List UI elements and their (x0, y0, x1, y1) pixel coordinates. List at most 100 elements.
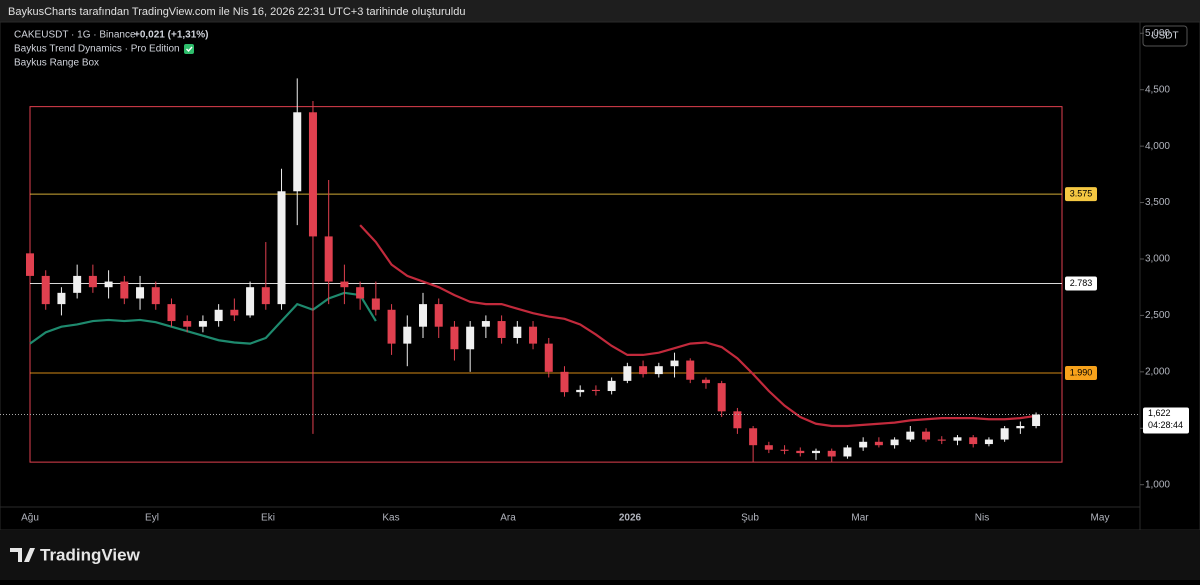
level-label: 3.575 (1070, 188, 1093, 198)
candle-body (623, 366, 632, 381)
x-tick-label: Eki (261, 513, 275, 524)
candle-body (183, 321, 192, 327)
candle-body (827, 450, 836, 457)
candle-body (953, 437, 962, 441)
candle-body (670, 360, 679, 367)
candle-body (890, 439, 899, 446)
candle-body (497, 321, 506, 338)
x-tick-label: Ara (500, 513, 516, 524)
change: +0,021 (+1,31%) (134, 30, 209, 41)
candle-body (434, 304, 443, 327)
candle-body (654, 366, 663, 375)
candle-body (1016, 426, 1025, 429)
currency-button[interactable] (1142, 25, 1188, 47)
caption-bar (0, 0, 1200, 22)
candle-body (57, 292, 66, 305)
x-tick-label: Ağu (21, 513, 39, 524)
candle-body (922, 431, 931, 440)
candle-body (387, 309, 396, 344)
symbol: CAKEUSDT · 1G · Binance (14, 30, 136, 41)
candle-body (104, 281, 113, 288)
candle-body (136, 287, 145, 299)
candle-body (513, 326, 522, 338)
candle-body (874, 441, 883, 446)
level-tag (1065, 187, 1097, 202)
level-label: 1.990 (1070, 367, 1093, 377)
x-tick-label: Kas (382, 513, 399, 524)
footer (0, 530, 1200, 580)
candle-body (73, 275, 82, 293)
candle-body (230, 309, 239, 316)
candle-body (591, 389, 600, 392)
candle-body (686, 360, 695, 380)
y-tick-label: 3,500 (1145, 197, 1170, 208)
currency[interactable]: USDT (1151, 31, 1178, 42)
candle-body (450, 326, 459, 350)
x-tick-label: Şub (741, 513, 759, 524)
x-tick-label: May (1091, 513, 1110, 524)
candle-body (544, 343, 553, 372)
caption: BaykusCharts tarafından TradingView.com … (8, 6, 465, 18)
candle-body (639, 366, 648, 375)
candle-body (701, 379, 710, 384)
candle-body (403, 326, 412, 344)
candle-body (151, 287, 160, 305)
candle-body (371, 298, 380, 310)
candle-body (607, 380, 616, 392)
candle-body (560, 371, 569, 393)
candle-body (937, 439, 946, 441)
y-tick-label: 3,000 (1145, 254, 1170, 265)
y-tick-label: 2,500 (1145, 310, 1170, 321)
candle-body (340, 281, 349, 288)
candle-body (529, 326, 538, 344)
y-tick-label: 4,500 (1145, 84, 1170, 95)
candle-body (26, 253, 34, 276)
overlay-line (29, 291, 377, 345)
candle-body (214, 309, 223, 322)
brand: TradingView (40, 545, 141, 564)
level-label: 2.783 (1070, 278, 1093, 288)
candle-body (88, 275, 97, 288)
x-tick-label: Nis (975, 513, 989, 524)
candle-body (749, 428, 758, 446)
x-tick-label: Eyl (145, 513, 159, 524)
candle-body (246, 287, 255, 316)
candle-body (1000, 428, 1009, 440)
candle-body (198, 321, 207, 327)
candle-body (1032, 414, 1041, 427)
candle-body (780, 449, 789, 451)
candle-body (576, 389, 585, 393)
last-price-tag (1143, 407, 1189, 434)
candle-body (717, 383, 726, 412)
candle-body (277, 191, 286, 305)
candle-body (466, 326, 475, 350)
candle-body (293, 112, 302, 192)
y-tick-label: 4,000 (1145, 141, 1170, 152)
verified-icon (184, 44, 194, 54)
y-tick-label: 5,000 (1145, 28, 1170, 39)
countdown: 04:28:44 (1148, 420, 1183, 430)
candle-body (356, 287, 365, 299)
candle-body (843, 447, 852, 457)
x-tick-label: Mar (851, 513, 869, 524)
candle-body (984, 439, 993, 445)
candle-body (812, 450, 820, 454)
chart-area (0, 21, 1200, 531)
y-tick-label: 2,000 (1145, 366, 1170, 377)
candle-body (167, 304, 176, 322)
candle-body (419, 304, 427, 327)
candle-body (906, 431, 915, 440)
last-price-label: 1,622 (1148, 408, 1171, 418)
check (186, 46, 193, 53)
candle-body (796, 450, 805, 454)
candle-body (481, 321, 490, 327)
x-tick-label: 2026 (619, 513, 642, 524)
candle-body (41, 275, 50, 305)
candle-body (120, 281, 129, 299)
y-tick-label: 1,000 (1145, 479, 1170, 490)
candle-body (764, 445, 773, 450)
range-box (29, 106, 1063, 463)
indicator-name: Baykus Range Box (14, 58, 99, 69)
candle-body (859, 441, 868, 448)
candle-body (324, 236, 333, 282)
